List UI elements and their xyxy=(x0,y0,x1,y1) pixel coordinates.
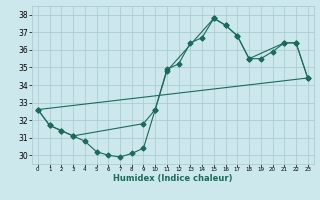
X-axis label: Humidex (Indice chaleur): Humidex (Indice chaleur) xyxy=(113,174,233,183)
